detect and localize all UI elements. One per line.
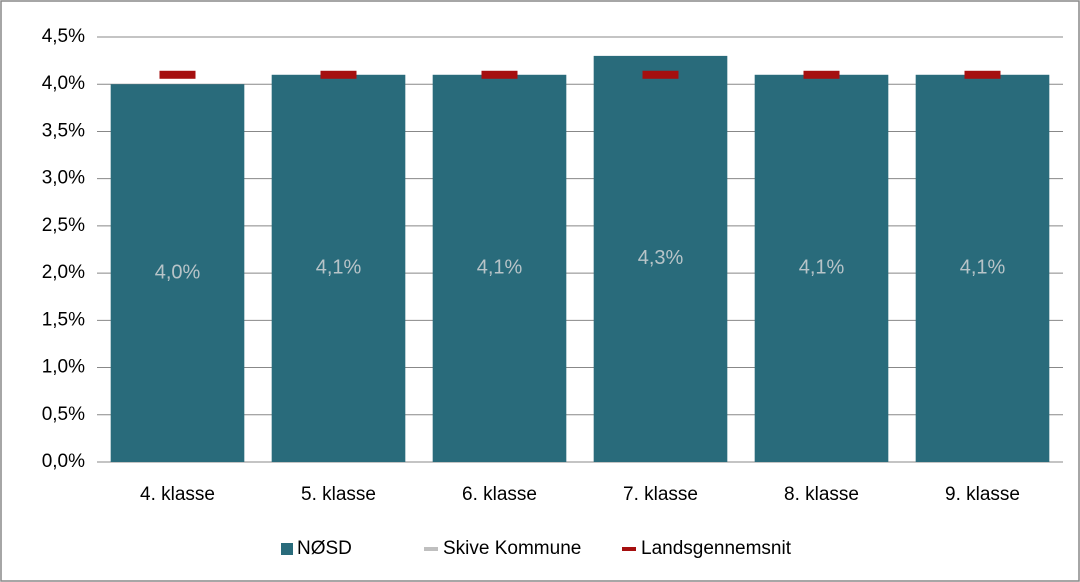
- marker: [481, 70, 518, 79]
- x-tick-label: 9. klasse: [945, 484, 1020, 505]
- marker: [642, 70, 679, 79]
- legend-swatch: [424, 547, 438, 551]
- value-label: 4,1%: [477, 257, 523, 279]
- value-label: 4,1%: [799, 257, 845, 279]
- y-tick-label: 1,0%: [42, 357, 85, 378]
- bar: [915, 74, 1050, 463]
- marker: [803, 70, 840, 79]
- marker: [159, 70, 196, 79]
- x-tick-label: 7. klasse: [623, 484, 698, 505]
- bar: [110, 84, 245, 462]
- y-tick-label: 2,0%: [42, 262, 85, 283]
- y-tick-label: 3,5%: [42, 120, 85, 141]
- marker: [964, 70, 1001, 79]
- y-tick-label: 2,5%: [42, 215, 85, 236]
- value-label: 4,3%: [638, 247, 684, 269]
- y-tick-label: 1,5%: [42, 309, 85, 330]
- x-tick-label: 5. klasse: [301, 484, 376, 505]
- bar: [432, 74, 567, 463]
- legend-label: NØSD: [297, 538, 352, 559]
- y-tick-label: 3,0%: [42, 168, 85, 189]
- legend-label: Skive Kommune: [443, 538, 581, 559]
- value-label: 4,1%: [960, 257, 1006, 279]
- legend-swatch: [622, 547, 636, 551]
- legend-label: Landsgennemsnit: [641, 538, 792, 559]
- bar: [271, 74, 406, 463]
- bar: [593, 55, 728, 463]
- value-label: 4,0%: [155, 261, 201, 283]
- y-tick-label: 4,5%: [42, 26, 85, 47]
- x-tick-label: 8. klasse: [784, 484, 859, 505]
- y-tick-label: 4,0%: [42, 73, 85, 94]
- marker: [320, 70, 357, 79]
- y-tick-label: 0,5%: [42, 404, 85, 425]
- x-tick-label: 4. klasse: [140, 484, 215, 505]
- legend-swatch: [281, 543, 293, 555]
- y-tick-label: 0,0%: [42, 451, 85, 472]
- x-tick-label: 6. klasse: [462, 484, 537, 505]
- bar: [754, 74, 889, 463]
- value-label: 4,1%: [316, 257, 362, 279]
